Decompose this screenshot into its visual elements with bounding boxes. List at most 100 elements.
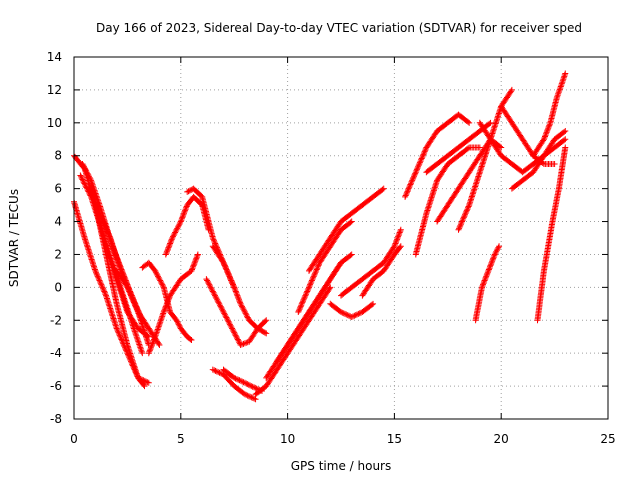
data-point-marker bbox=[348, 309, 364, 320]
data-point-marker bbox=[209, 243, 226, 265]
data-point-marker bbox=[508, 178, 525, 192]
data-point-marker bbox=[237, 300, 252, 322]
data-point-marker bbox=[562, 136, 569, 143]
data-point-marker bbox=[231, 383, 247, 397]
y-tick-label: -6 bbox=[50, 379, 62, 393]
data-point-marker bbox=[444, 186, 461, 209]
data-point-marker bbox=[455, 145, 471, 159]
data-point-marker bbox=[316, 244, 333, 266]
data-point-marker bbox=[519, 161, 536, 176]
data-point-marker bbox=[434, 153, 450, 167]
y-tick-label: -4 bbox=[50, 346, 62, 360]
y-tick-label: 8 bbox=[54, 149, 62, 163]
data-point-marker bbox=[370, 260, 386, 274]
data-point-marker bbox=[160, 294, 173, 315]
data-point-marker bbox=[549, 187, 562, 225]
data-point-marker bbox=[551, 129, 568, 143]
data-point-marker bbox=[199, 193, 216, 240]
data-point-marker bbox=[188, 252, 201, 274]
data-point-marker bbox=[220, 259, 237, 289]
data-point-marker bbox=[130, 325, 145, 355]
data-point-marker bbox=[466, 129, 482, 143]
x-tick-label: 25 bbox=[600, 432, 615, 446]
x-tick-label: 10 bbox=[280, 432, 295, 446]
data-point-marker bbox=[338, 252, 354, 266]
data-point-marker bbox=[479, 269, 491, 291]
data-point-marker bbox=[209, 366, 226, 377]
data-point-marker bbox=[391, 228, 404, 250]
data-point-marker bbox=[498, 152, 514, 166]
y-tick-label: 10 bbox=[47, 116, 62, 130]
data-point-marker bbox=[145, 333, 152, 340]
data-point-marker bbox=[92, 267, 109, 298]
series-track-6 bbox=[88, 182, 152, 340]
data-point-marker bbox=[263, 367, 280, 390]
series-track-13 bbox=[203, 276, 270, 348]
data-point-marker bbox=[412, 145, 429, 176]
data-point-marker bbox=[263, 317, 270, 324]
series-track-23 bbox=[359, 243, 404, 299]
data-point-marker bbox=[273, 351, 290, 373]
chart-title: Day 166 of 2023, Sidereal Day-to-day VTE… bbox=[96, 21, 582, 35]
data-point-marker bbox=[423, 178, 440, 217]
data-point-marker bbox=[124, 284, 141, 314]
data-point-marker bbox=[380, 185, 387, 192]
data-point-marker bbox=[167, 277, 183, 299]
data-point-marker bbox=[141, 383, 148, 390]
data-point-marker bbox=[124, 350, 141, 380]
data-point-marker bbox=[327, 219, 344, 241]
series-track-22 bbox=[338, 226, 404, 299]
series-track-32 bbox=[508, 128, 569, 192]
data-point-marker bbox=[370, 300, 377, 307]
data-point-marker bbox=[540, 137, 557, 159]
data-point-marker bbox=[540, 121, 553, 143]
y-tick-label: 2 bbox=[54, 247, 62, 261]
x-tick-label: 20 bbox=[494, 432, 509, 446]
data-point-marker bbox=[254, 318, 269, 332]
data-point-marker bbox=[348, 251, 355, 258]
data-point-marker bbox=[145, 335, 158, 357]
series-track-29 bbox=[472, 243, 503, 324]
data-point-marker bbox=[359, 301, 375, 315]
data-point-marker bbox=[177, 325, 190, 339]
data-point-marker bbox=[466, 119, 473, 126]
data-point-marker bbox=[348, 277, 365, 291]
data-point-marker bbox=[327, 228, 344, 250]
data-point-marker bbox=[547, 96, 560, 126]
series-track-21 bbox=[327, 300, 377, 320]
data-point-marker bbox=[184, 333, 194, 343]
data-points bbox=[71, 70, 569, 403]
data-point-marker bbox=[113, 267, 130, 290]
data-point-marker bbox=[79, 161, 94, 182]
data-point-marker bbox=[391, 244, 403, 258]
data-point-marker bbox=[370, 268, 386, 283]
data-point-marker bbox=[177, 203, 190, 225]
data-point-marker bbox=[359, 277, 376, 299]
data-point-marker bbox=[316, 277, 333, 299]
x-tick-label: 0 bbox=[70, 432, 78, 446]
data-point-marker bbox=[380, 244, 397, 266]
data-point-marker bbox=[113, 276, 130, 314]
series-track-19 bbox=[295, 218, 355, 315]
data-point-marker bbox=[88, 182, 103, 224]
y-tick-label: 12 bbox=[47, 83, 62, 97]
data-point-marker bbox=[402, 170, 419, 200]
series-track-12 bbox=[209, 243, 270, 337]
y-tick-label: 6 bbox=[54, 182, 62, 196]
data-point-marker bbox=[113, 300, 130, 347]
series-track-24 bbox=[402, 111, 473, 200]
data-point-marker bbox=[555, 146, 569, 192]
data-point-marker bbox=[508, 119, 525, 141]
data-point-marker bbox=[162, 236, 175, 258]
data-point-marker bbox=[348, 203, 365, 217]
data-point-marker bbox=[434, 162, 450, 184]
data-point-marker bbox=[177, 268, 194, 283]
data-point-marker bbox=[241, 391, 258, 402]
data-point-marker bbox=[173, 317, 184, 331]
data-point-marker bbox=[306, 261, 322, 291]
data-point-marker bbox=[466, 154, 482, 176]
series-track-33 bbox=[534, 144, 569, 324]
data-point-marker bbox=[188, 337, 195, 344]
